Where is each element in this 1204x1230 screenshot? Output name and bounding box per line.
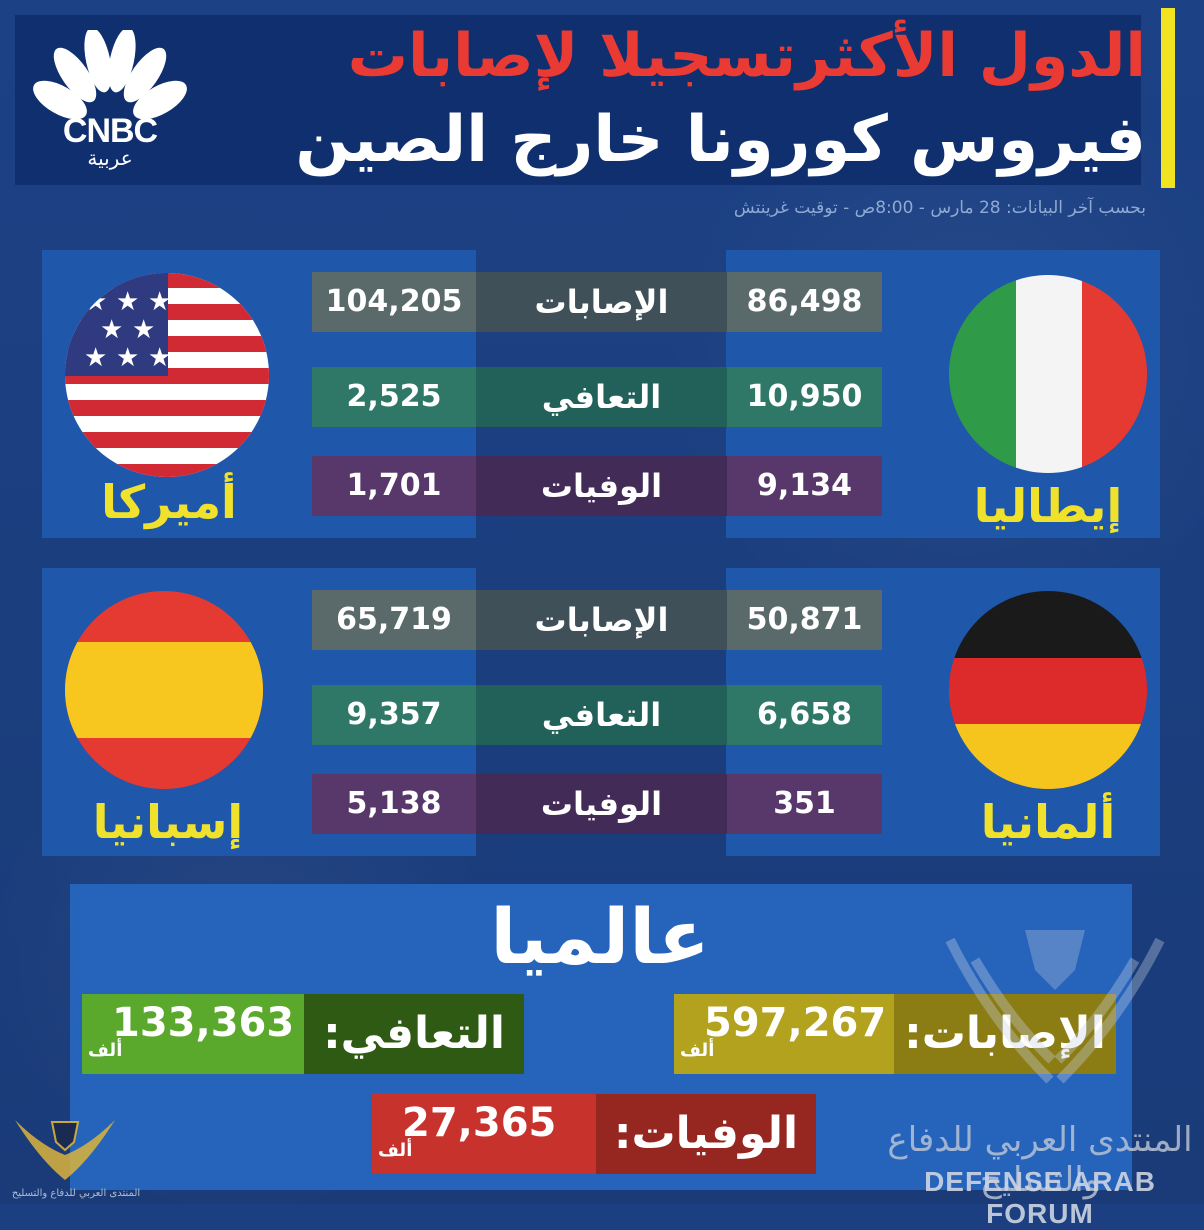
world-cases-value: 597,267 <box>704 1000 887 1046</box>
world-deaths-value: 27,365 <box>402 1100 557 1146</box>
italy-deaths-value: 9,134 <box>757 468 852 503</box>
world-deaths-box: 27,365 ألف الوفيات: <box>372 1094 816 1174</box>
svg-text:★: ★ <box>148 343 171 373</box>
header-accent-bar <box>1161 8 1175 188</box>
forum-small-emblem-icon <box>15 1120 115 1180</box>
deaths-label: الوفيات <box>540 785 663 823</box>
world-deaths-unit: ألف <box>378 1140 413 1161</box>
recovered-label: التعافي <box>541 378 662 416</box>
usa-deaths-value: 1,701 <box>346 468 442 503</box>
world-title: عالميا <box>490 892 710 981</box>
deaths-label: الوفيات <box>540 467 663 505</box>
spain-deaths-value: 5,138 <box>346 786 442 821</box>
country-name-spain: إسبانيا <box>92 795 244 849</box>
world-cases-box: 597,267 ألف الإصابات: <box>674 994 1116 1074</box>
stat-row-recovered-bottom: 9,357 التعافي 6,658 <box>312 685 882 745</box>
stat-row-cases-top: 104,205 الإصابات 86,498 <box>312 272 882 332</box>
watermark-arabic: المنتدى العربي للدفاع والتسليح <box>887 1120 1193 1200</box>
watermark-english: DEFENSE ARAB FORUM <box>924 1166 1156 1229</box>
country-name-usa: أميركا <box>101 475 237 529</box>
svg-text:★: ★ <box>132 315 155 345</box>
world-recovered-box: 133,363 ألف التعافي: <box>82 994 524 1074</box>
world-cases-unit: ألف <box>680 1040 715 1061</box>
germany-flag-icon <box>949 591 1147 789</box>
title-line-1: الدول الأكثرتسجيلا لإصابات <box>347 21 1146 91</box>
usa-flag-icon: ★ ★ ★ ★ ★ ★ ★ ★ <box>65 273 269 477</box>
svg-text:★: ★ <box>116 287 139 317</box>
watermark-small-text: المنتدى العربي للدفاع والتسليح <box>11 1188 141 1199</box>
country-name-germany: ألمانيا <box>980 795 1116 849</box>
data-timestamp: بحسب آخر البيانات: 28 مارس - 8:00ص - توق… <box>733 198 1146 218</box>
italy-cases-value: 86,498 <box>746 284 863 319</box>
world-recovered-value: 133,363 <box>112 1000 295 1046</box>
svg-text:★: ★ <box>100 315 123 345</box>
spain-flag-icon <box>65 591 263 789</box>
logo-text: CNBC <box>62 112 158 150</box>
world-recovered-unit: ألف <box>88 1040 123 1061</box>
world-recovered-label: التعافي: <box>323 1008 505 1059</box>
italy-recovered-value: 10,950 <box>746 379 863 414</box>
svg-text:★: ★ <box>116 343 139 373</box>
italy-flag-icon <box>949 275 1147 473</box>
title-line-2: فيروس كورونا خارج الصين <box>295 103 1146 177</box>
spain-recovered-value: 9,357 <box>346 697 442 732</box>
forum-emblem-icon <box>945 930 1165 1084</box>
header-band <box>15 15 1141 185</box>
spain-cases-value: 65,719 <box>336 602 452 637</box>
svg-text:★: ★ <box>84 343 107 373</box>
germany-recovered-value: 6,658 <box>757 697 852 732</box>
stat-row-cases-bottom: 65,719 الإصابات 50,871 <box>312 590 882 650</box>
cnbc-peacock-logo-icon <box>33 30 187 120</box>
world-deaths-label: الوفيات: <box>613 1108 799 1159</box>
svg-text:★: ★ <box>84 287 107 317</box>
stat-row-recovered-top: 2,525 التعافي 10,950 <box>312 367 882 427</box>
usa-recovered-value: 2,525 <box>346 379 442 414</box>
logo-subtext: عربية <box>87 146 133 170</box>
svg-text:★: ★ <box>148 287 171 317</box>
country-name-italy: إيطاليا <box>973 479 1123 533</box>
cases-label: الإصابات <box>534 601 669 639</box>
usa-cases-value: 104,205 <box>325 284 463 319</box>
germany-deaths-value: 351 <box>773 786 836 821</box>
recovered-label: التعافي <box>541 696 662 734</box>
cases-label: الإصابات <box>534 283 669 321</box>
stat-row-deaths-top: 1,701 الوفيات 9,134 <box>312 456 882 516</box>
stat-row-deaths-bottom: 5,138 الوفيات 351 <box>312 774 882 834</box>
germany-cases-value: 50,871 <box>746 602 863 637</box>
world-cases-label: الإصابات: <box>904 1008 1106 1059</box>
